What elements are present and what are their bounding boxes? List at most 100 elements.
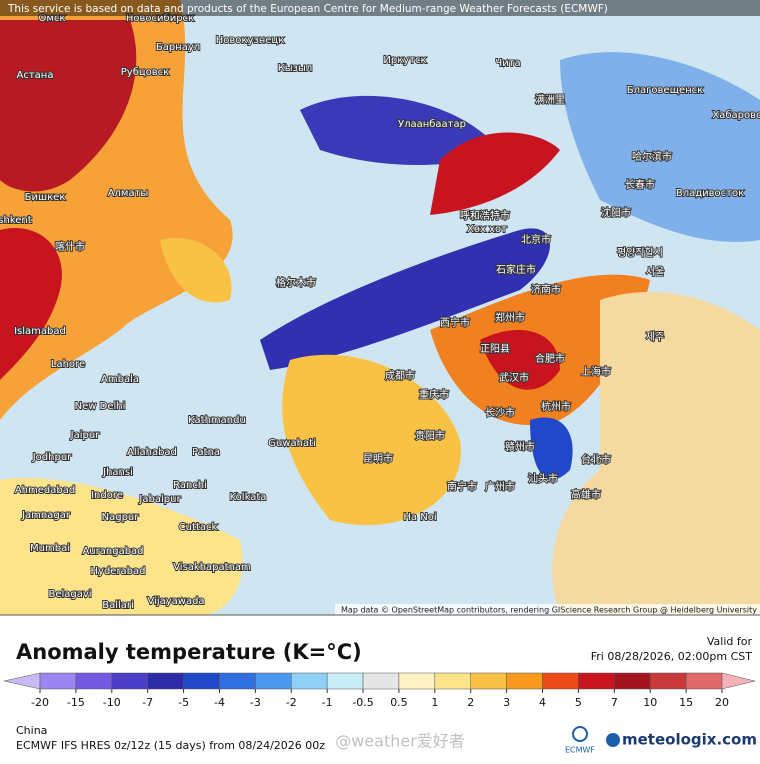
place-label: Hyderabad	[91, 566, 146, 577]
place-label: Kathmandu	[188, 415, 246, 426]
colorbar-bin	[470, 672, 507, 690]
place-label: Patna	[192, 447, 220, 458]
colorbar-bin	[255, 672, 292, 690]
place-label: Чита	[495, 58, 520, 69]
colorbar-bin	[183, 672, 220, 690]
colorbar-tick-label: -7	[142, 696, 153, 709]
place-label: Aurangabad	[82, 546, 143, 557]
watermark: @weather爱好者	[335, 732, 465, 751]
place-label: 杭州市	[541, 400, 571, 413]
place-label: 上海市	[581, 365, 611, 378]
place-label: Хөх хот	[467, 224, 507, 235]
place-label: 济南市	[531, 283, 561, 296]
colorbar-tick-label: 2	[467, 696, 474, 709]
cold-area	[300, 95, 500, 165]
place-label: 贵阳市	[415, 429, 445, 442]
place-label: 台北市	[581, 453, 611, 466]
colorbar-bin	[291, 672, 328, 690]
mild-area	[552, 291, 760, 615]
place-label: Владивосток	[676, 188, 744, 199]
colorbar-tick-label: 0.5	[390, 696, 408, 709]
colorbar-bin	[578, 672, 615, 690]
place-label: 呼和浩特市	[460, 209, 510, 222]
brand-logo	[606, 733, 620, 747]
colorbar-tick-label: -4	[214, 696, 225, 709]
colorbar-tick-label: -3	[250, 696, 261, 709]
valid-label: Valid for	[707, 635, 753, 648]
colorbar-tick-label: -5	[178, 696, 189, 709]
warm-area	[0, 478, 243, 615]
cool-area	[560, 52, 760, 242]
place-label: 南宁市	[447, 480, 477, 493]
region: China	[16, 724, 47, 737]
place-label: 哈尔滨市	[632, 150, 672, 163]
colorbar-bin	[649, 672, 687, 690]
colorbar-tick-label: -2	[286, 696, 297, 709]
colorbar-bin	[362, 672, 400, 690]
place-label: Kolkata	[230, 492, 267, 503]
colorbar-bin	[614, 672, 651, 690]
place-label: Guwahati	[268, 438, 316, 449]
place-label: Астана	[17, 70, 54, 81]
place-label: Ballari	[102, 600, 134, 611]
colorbar-bin	[398, 672, 436, 690]
place-label: Visakhapatnam	[173, 562, 251, 573]
place-label: Хабаровск	[712, 110, 760, 121]
place-label: 高雄市	[571, 488, 601, 501]
colorbar-bin	[685, 672, 723, 690]
attribution-band	[335, 604, 760, 615]
colorbar-tick-label: 10	[643, 696, 657, 709]
place-label: 长春市	[625, 178, 655, 191]
place-label: Jaipur	[70, 430, 101, 441]
notice-band	[0, 0, 760, 16]
place-label: Благовещенск	[627, 85, 703, 96]
place-label: New Delhi	[75, 401, 126, 412]
place-label: Indore	[91, 490, 123, 501]
warm-area	[160, 238, 232, 303]
place-label: Cuttack	[179, 522, 218, 533]
colorbar-tick-label: -1	[322, 696, 333, 709]
valid-time: Fri 08/28/2026, 02:00pm CST	[591, 650, 753, 663]
colorbar-tick-label: 15	[679, 696, 693, 709]
place-label: Belagavi	[48, 589, 91, 600]
colorbar-tick-label: 20	[715, 696, 729, 709]
colorbar-tick-label: -0.5	[352, 696, 373, 709]
place-label: 北京市	[521, 233, 551, 246]
place-label: 喀什市	[55, 240, 85, 253]
place-label: Jhansi	[102, 467, 133, 478]
place-label: Lahore	[51, 359, 85, 370]
colorbar-tick-label: 7	[611, 696, 618, 709]
colorbar-tick-label: 3	[503, 696, 510, 709]
place-label: Рубцовск	[121, 67, 169, 78]
colorbar-tick-label: 4	[539, 696, 546, 709]
place-label: Барнаул	[156, 42, 200, 53]
brand: meteologix.com	[622, 731, 757, 749]
place-label: Islamabad	[14, 326, 66, 337]
place-label: 重庆市	[419, 388, 449, 401]
place-label: Mumbai	[30, 543, 70, 554]
colorbar: -20 -15 -10 -7 -5 -4 -3 -2 -1 -0.5 0.5 1 2 3 4 5 7 10 15 20	[3, 672, 756, 709]
hot-area	[0, 228, 62, 380]
place-label: Ranchi	[173, 480, 207, 491]
place-label: 长沙市	[485, 406, 515, 419]
place-label: 沈阳市	[601, 206, 631, 219]
place-label: shkent	[0, 215, 32, 226]
colorbar-tick-label: 1	[431, 696, 438, 709]
place-label: 成都市	[385, 369, 415, 382]
place-label: Ahmedabad	[15, 485, 75, 496]
colorbar-bin	[111, 672, 148, 690]
place-label: Омск	[39, 13, 66, 24]
colorbar-tick-label: -15	[67, 696, 85, 709]
hot-area	[0, 20, 137, 192]
place-label: Jodhpur	[32, 452, 72, 463]
hot-area	[480, 330, 560, 390]
place-label: 格尔木市	[276, 276, 316, 289]
place-label: Улаанбаатар	[398, 119, 466, 130]
place-label: 合肥市	[535, 352, 565, 365]
attribution: Map data © OpenStreetMap contributors, r…	[341, 606, 757, 615]
colorbar-bin	[434, 672, 471, 690]
colorbar-bin	[506, 672, 543, 690]
place-label: Бишкек	[25, 192, 66, 203]
colorbar-tick-label: -20	[31, 696, 49, 709]
